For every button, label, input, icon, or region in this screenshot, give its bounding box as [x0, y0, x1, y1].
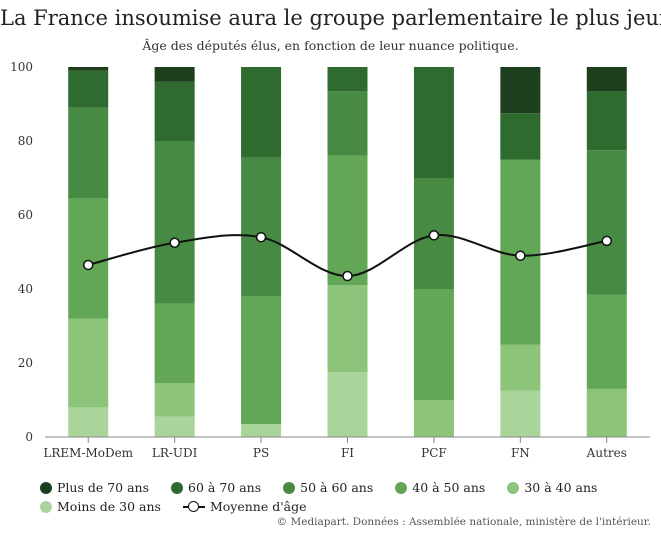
x-tick-label: FN	[511, 446, 530, 460]
y-tick-label: 80	[18, 134, 33, 148]
bar-segment	[586, 388, 627, 437]
legend-label: 40 à 50 ans	[412, 480, 486, 495]
legend-swatch	[507, 481, 520, 494]
bar-segment	[241, 67, 282, 158]
bar-segment	[500, 67, 541, 114]
legend-label: 50 à 60 ans	[300, 480, 374, 495]
stacked-bar-chart: 0 20 40 60 80 100 LREM-MoDem LR-UDI PS FI PCF FN Aut…	[10, 60, 650, 460]
bar-segment	[154, 303, 195, 384]
bar-segment	[327, 67, 368, 92]
average-point	[82, 259, 94, 271]
legend-swatch	[40, 481, 52, 494]
average-point	[428, 230, 440, 241]
bar-segment	[500, 390, 541, 437]
bar-segment	[68, 407, 109, 437]
legend-item: Moins de 30 ans	[40, 499, 161, 514]
legend-swatch	[283, 481, 296, 494]
chart-title: La France insoumise aura le groupe parle…	[0, 6, 661, 30]
legend-item: 50 à 60 ans	[283, 480, 373, 495]
bar-segment	[154, 81, 195, 141]
legend-row: Moins de 30 ans Moyenne d'âge	[40, 497, 640, 516]
legend-label: 30 à 40 ans	[524, 480, 598, 495]
x-tick-label: FI	[341, 446, 354, 460]
chart-subtitle: Âge des députés élus, en fonction de leu…	[142, 38, 519, 53]
legend-item: 60 à 70 ans	[171, 480, 261, 495]
bar-segment	[586, 150, 627, 295]
legend-label: Plus de 70 ans	[57, 480, 150, 495]
source-credit: © Mediapart. Données : Assemblée nationa…	[276, 516, 651, 528]
average-point	[169, 237, 180, 248]
x-tick-label: LR-UDI	[152, 446, 198, 460]
bar-segment	[241, 424, 282, 437]
legend-swatch	[171, 481, 184, 494]
bar-segment	[154, 383, 195, 417]
y-tick-label: 40	[18, 282, 33, 296]
bar-segment	[327, 155, 368, 286]
average-point	[601, 235, 613, 247]
bar-segment	[154, 141, 195, 304]
x-tick-label: PS	[253, 446, 269, 460]
legend-label: Moins de 30 ans	[57, 499, 161, 514]
bar-segment	[586, 294, 627, 389]
bar-segment	[500, 344, 541, 391]
legend-label: 60 à 70 ans	[188, 480, 262, 495]
bar-segment	[241, 296, 282, 425]
y-tick-label: 100	[10, 60, 33, 74]
bar-segment	[68, 107, 109, 199]
legend: Plus de 70 ans 60 à 70 ans 50 à 60 ans 40 à…	[40, 478, 640, 516]
legend-label: Moyenne d'âge	[209, 499, 307, 514]
y-tick-label: 0	[25, 430, 33, 444]
bar-segment	[68, 67, 109, 71]
legend-item: 40 à 50 ans	[395, 480, 485, 495]
bar-segment	[327, 91, 368, 156]
average-point	[515, 250, 526, 261]
bar-segment	[68, 318, 109, 408]
average-point	[255, 231, 267, 243]
y-tick-label: 20	[18, 356, 33, 370]
x-tick-label: LREM-MoDem	[43, 446, 133, 460]
legend-item: Plus de 70 ans	[40, 480, 149, 495]
legend-average-icon	[182, 500, 205, 513]
bar-segment	[327, 285, 368, 373]
y-tick-label: 60	[18, 208, 33, 222]
bar-segment	[327, 372, 368, 437]
x-tick-label: Autres	[586, 446, 627, 460]
bar-segment	[154, 67, 195, 82]
bar-segment	[68, 198, 109, 319]
bar-segment	[413, 67, 454, 178]
legend-item-average: Moyenne d'âge	[182, 499, 307, 514]
x-tick-label: PCF	[421, 446, 447, 460]
bar-segment	[586, 91, 627, 151]
legend-swatch	[40, 500, 52, 513]
bar-segment	[500, 113, 541, 160]
bar-segment	[68, 70, 109, 108]
bar-segment	[413, 400, 454, 437]
bar-segment	[241, 157, 282, 297]
bar-segment	[413, 289, 454, 400]
bar-segment	[586, 67, 627, 92]
legend-swatch	[395, 481, 408, 494]
bar-segment	[154, 416, 195, 437]
average-point	[342, 270, 353, 282]
legend-row: Plus de 70 ans 60 à 70 ans 50 à 60 ans 40 à…	[40, 478, 640, 497]
legend-item: 30 à 40 ans	[507, 480, 597, 495]
